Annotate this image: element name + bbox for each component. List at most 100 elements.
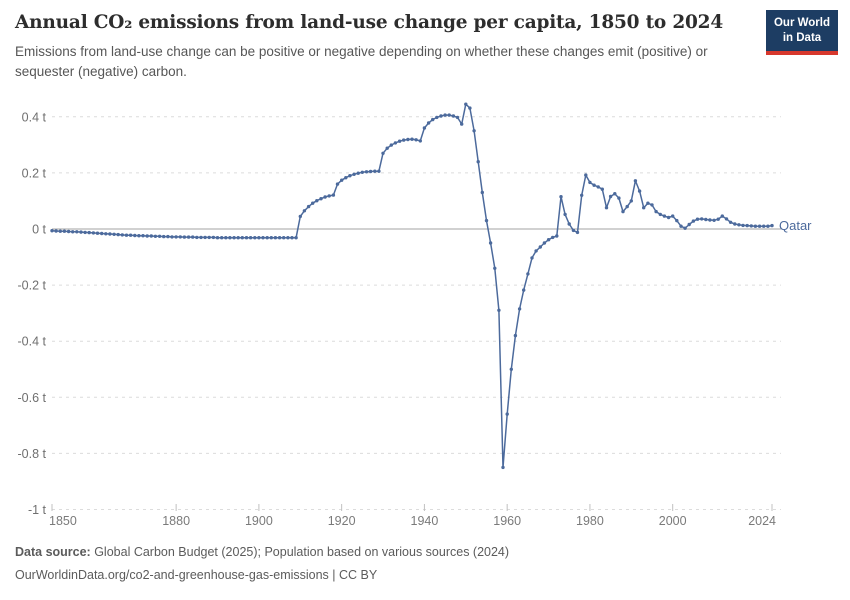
data-point[interactable] (546, 238, 551, 242)
data-point[interactable] (100, 231, 104, 236)
data-point[interactable] (215, 236, 220, 240)
data-point[interactable] (406, 137, 410, 142)
data-point[interactable] (236, 236, 240, 240)
data-point[interactable] (311, 201, 315, 205)
data-point[interactable] (323, 195, 327, 199)
data-point[interactable] (211, 235, 216, 240)
data-point[interactable] (695, 217, 700, 221)
data-point[interactable] (455, 115, 460, 120)
data-point[interactable] (716, 217, 720, 221)
data-point[interactable] (464, 102, 468, 106)
data-point[interactable] (439, 114, 443, 118)
data-point[interactable] (240, 236, 244, 240)
data-point[interactable] (397, 139, 402, 143)
data-point[interactable] (58, 229, 62, 233)
data-point[interactable] (497, 308, 501, 312)
data-point[interactable] (282, 236, 286, 240)
data-point[interactable] (559, 195, 563, 199)
data-point[interactable] (149, 234, 153, 238)
data-point[interactable] (66, 229, 71, 234)
data-point[interactable] (712, 218, 716, 222)
data-point[interactable] (617, 196, 621, 200)
data-point[interactable] (75, 230, 79, 234)
data-point[interactable] (571, 228, 576, 233)
data-point[interactable] (306, 204, 311, 209)
data-point[interactable] (203, 235, 207, 240)
data-point[interactable] (340, 178, 344, 182)
data-point[interactable] (766, 224, 770, 228)
data-point[interactable] (563, 212, 567, 217)
data-point[interactable] (319, 197, 323, 201)
data-point[interactable] (157, 234, 162, 238)
data-point[interactable] (720, 214, 724, 218)
data-point[interactable] (195, 235, 199, 240)
data-point[interactable] (141, 234, 145, 238)
data-point[interactable] (745, 223, 749, 228)
data-point[interactable] (426, 121, 431, 125)
data-point[interactable] (650, 203, 654, 207)
data-point[interactable] (646, 201, 650, 205)
data-point[interactable] (402, 138, 406, 142)
data-point[interactable] (368, 169, 373, 174)
data-point[interactable] (671, 214, 675, 218)
data-point[interactable] (294, 236, 298, 240)
data-point[interactable] (534, 249, 538, 253)
data-point[interactable] (265, 236, 269, 240)
data-point[interactable] (91, 231, 96, 235)
data-point[interactable] (691, 219, 696, 223)
data-point[interactable] (54, 229, 58, 233)
data-point[interactable] (637, 189, 642, 193)
data-point[interactable] (753, 224, 758, 228)
data-point[interactable] (71, 230, 75, 234)
data-point[interactable] (679, 224, 683, 228)
data-point[interactable] (741, 223, 745, 228)
data-point[interactable] (62, 229, 67, 233)
data-point[interactable] (186, 235, 191, 239)
data-point[interactable] (728, 220, 733, 224)
data-point[interactable] (228, 236, 232, 240)
data-point[interactable] (377, 169, 381, 173)
data-point[interactable] (513, 333, 518, 338)
data-point[interactable] (724, 217, 729, 221)
data-point[interactable] (153, 234, 158, 238)
data-point[interactable] (393, 141, 398, 145)
data-point[interactable] (443, 113, 447, 117)
data-point[interactable] (460, 122, 464, 126)
data-point[interactable] (675, 218, 679, 223)
data-point[interactable] (302, 209, 307, 213)
data-point[interactable] (364, 170, 369, 174)
data-point[interactable] (700, 217, 704, 221)
data-point[interactable] (501, 465, 505, 470)
data-point[interactable] (128, 233, 133, 237)
data-point[interactable] (770, 223, 774, 228)
data-point[interactable] (580, 193, 584, 197)
data-point[interactable] (575, 230, 580, 235)
data-point[interactable] (422, 126, 427, 130)
data-point[interactable] (133, 233, 137, 238)
data-point[interactable] (344, 176, 348, 180)
data-point[interactable] (232, 236, 236, 240)
data-point[interactable] (613, 192, 617, 196)
data-point[interactable] (625, 204, 629, 209)
data-point[interactable] (517, 307, 522, 311)
data-point[interactable] (207, 235, 211, 240)
data-point[interactable] (166, 234, 170, 239)
data-point[interactable] (762, 224, 766, 228)
data-point[interactable] (687, 222, 691, 227)
data-point[interactable] (737, 223, 741, 227)
data-point[interactable] (596, 185, 600, 189)
data-point[interactable] (257, 236, 261, 240)
data-point[interactable] (381, 151, 385, 155)
data-point[interactable] (588, 180, 592, 185)
data-point[interactable] (261, 236, 265, 240)
data-point[interactable] (526, 272, 530, 276)
footer-link[interactable]: OurWorldinData.org/co2-and-greenhouse-ga… (15, 568, 329, 582)
data-point[interactable] (447, 113, 451, 117)
data-point[interactable] (273, 236, 278, 240)
data-point[interactable] (145, 234, 149, 238)
data-point[interactable] (178, 235, 182, 239)
data-point[interactable] (360, 170, 364, 174)
data-point[interactable] (277, 236, 282, 240)
data-point[interactable] (108, 232, 112, 236)
